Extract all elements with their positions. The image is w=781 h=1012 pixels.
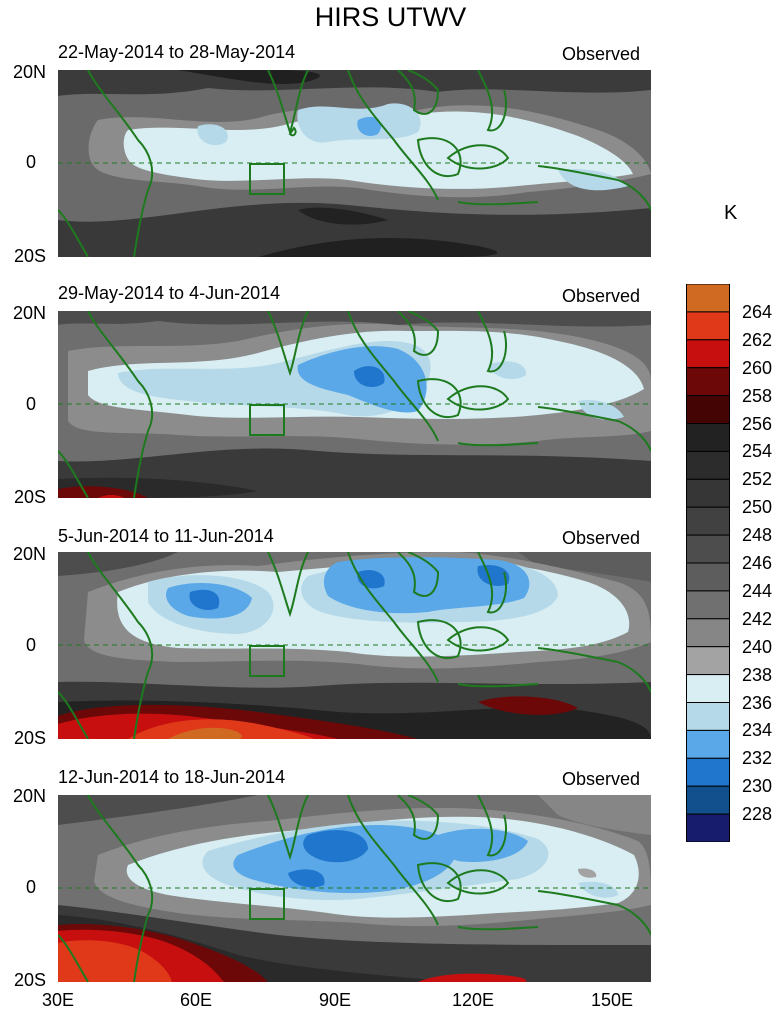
- colorbar-tick-label: 252: [742, 469, 773, 490]
- colorbar-swatch: [686, 450, 730, 480]
- colorbar: [686, 284, 730, 842]
- colorbar-swatch: [686, 311, 730, 341]
- lon-label: 90E: [318, 990, 352, 1010]
- panel-2-tag: Observed: [562, 286, 641, 306]
- colorbar-tick-label: 234: [742, 720, 773, 741]
- map-panel-4: [58, 795, 651, 982]
- colorbar-tick-label: 248: [742, 525, 773, 546]
- lon-label: 60E: [179, 990, 213, 1010]
- colorbar-swatch: [686, 423, 730, 452]
- colorbar-tick-label: 238: [742, 664, 773, 685]
- colorbar-swatch: [686, 674, 730, 704]
- colorbar-tick-label: 262: [742, 329, 773, 350]
- lat-label: 20S: [13, 728, 46, 748]
- colorbar-swatch: [686, 339, 730, 369]
- lat-label: 20N: [12, 62, 46, 82]
- colorbar-tick-label: 228: [742, 804, 773, 825]
- colorbar-tick-label: 232: [742, 748, 773, 769]
- panel-4-tag: Observed: [562, 769, 641, 789]
- colorbar-swatch: [686, 646, 730, 676]
- colorbar-tick-label: 250: [742, 497, 773, 518]
- colorbar-tick-label: 256: [742, 413, 773, 434]
- panel-1-period: 22-May-2014 to 28-May-2014: [58, 42, 296, 62]
- figure-title: HIRS UTWV: [314, 2, 467, 32]
- lat-label: 20N: [12, 786, 46, 806]
- lat-label: 20N: [12, 303, 46, 323]
- map-panel-1: [58, 70, 651, 257]
- map-panel-3: [58, 552, 651, 739]
- colorbar-tick-label: 240: [742, 636, 773, 657]
- lat-label: 20S: [13, 487, 46, 507]
- colorbar-tick-label: 258: [742, 385, 773, 406]
- colorbar-swatch: [686, 590, 730, 620]
- lat-label: 0: [25, 877, 36, 897]
- colorbar-unit: K: [724, 202, 738, 224]
- lat-label: 0: [25, 152, 36, 172]
- colorbar-swatch: [686, 618, 730, 648]
- lat-label: 20N: [12, 544, 46, 564]
- colorbar-swatch: [686, 534, 730, 564]
- colorbar-tick-label: 260: [742, 357, 773, 378]
- lat-label: 20S: [13, 246, 46, 266]
- colorbar-swatch: [686, 729, 730, 759]
- panel-2-period: 29-May-2014 to 4-Jun-2014: [58, 283, 281, 303]
- colorbar-swatch: [686, 757, 730, 787]
- colorbar-tick-label: 230: [742, 776, 773, 797]
- colorbar-swatch: [686, 395, 730, 424]
- colorbar-tick-label: 264: [742, 301, 773, 322]
- colorbar-tick-label: 244: [742, 580, 773, 601]
- lat-label: 0: [25, 394, 36, 414]
- panel-4-period: 12-Jun-2014 to 18-Jun-2014: [58, 767, 286, 787]
- panel-3-period: 5-Jun-2014 to 11-Jun-2014: [58, 526, 274, 546]
- colorbar-tick-label: 236: [742, 692, 773, 713]
- lon-label: 120E: [451, 990, 495, 1010]
- lon-label: 150E: [590, 990, 634, 1010]
- lon-label: 30E: [41, 990, 75, 1010]
- colorbar-swatch: [686, 785, 730, 815]
- colorbar-tick-label: 246: [742, 553, 773, 573]
- panel-3-tag: Observed: [562, 528, 641, 548]
- colorbar-swatch: [686, 284, 730, 313]
- map-panel-2: [58, 311, 651, 498]
- colorbar-tick-label: 254: [742, 441, 773, 462]
- colorbar-swatch: [686, 367, 730, 397]
- colorbar-swatch: [686, 813, 730, 842]
- colorbar-tick-label: 242: [742, 608, 773, 629]
- lat-label: 20S: [13, 970, 46, 990]
- panel-1-tag: Observed: [562, 44, 641, 64]
- lat-label: 0: [25, 635, 36, 655]
- colorbar-swatch: [686, 506, 730, 536]
- colorbar-swatch: [686, 478, 730, 508]
- colorbar-swatch: [686, 702, 730, 731]
- colorbar-swatch: [686, 562, 730, 592]
